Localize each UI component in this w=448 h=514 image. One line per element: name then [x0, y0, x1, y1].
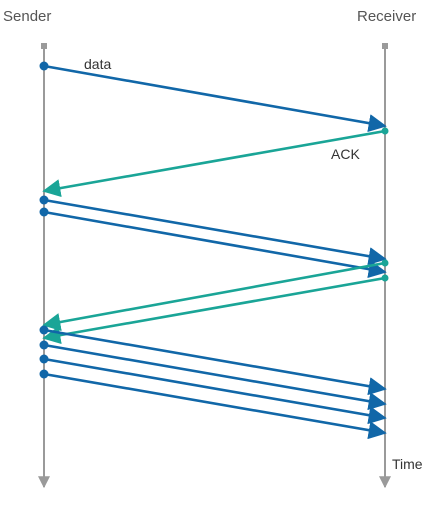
data-send-point-4 — [39, 207, 49, 217]
sender-label: Sender — [3, 8, 52, 25]
data-label: data — [84, 56, 112, 72]
data-message-arrow-1 — [43, 64, 387, 133]
data-message-arrow-7 — [43, 328, 387, 396]
data-message-arrow-9 — [43, 357, 387, 425]
data-send-point-7 — [39, 325, 49, 335]
receiver-label: Receiver — [357, 8, 417, 25]
data-send-point-10 — [39, 369, 49, 379]
ack-send-point-5 — [381, 259, 389, 267]
time-label: Time — [392, 456, 423, 472]
data-message-arrow-10 — [43, 372, 387, 440]
ack-send-point-2 — [381, 127, 389, 135]
data-send-point-3 — [39, 195, 49, 205]
data-message-arrow-3 — [43, 198, 387, 266]
data-send-point-9 — [39, 354, 49, 364]
data-message-arrow-4 — [43, 210, 387, 279]
ack-message-arrow-6 — [42, 276, 386, 345]
ack-label: ACK — [331, 146, 360, 162]
data-send-point-8 — [39, 340, 49, 350]
ack-message-arrow-5 — [42, 261, 386, 332]
data-message-arrow-8 — [43, 343, 387, 411]
ack-message-arrow-2 — [42, 129, 386, 198]
ack-send-point-6 — [381, 274, 389, 282]
data-send-point-1 — [39, 61, 49, 71]
